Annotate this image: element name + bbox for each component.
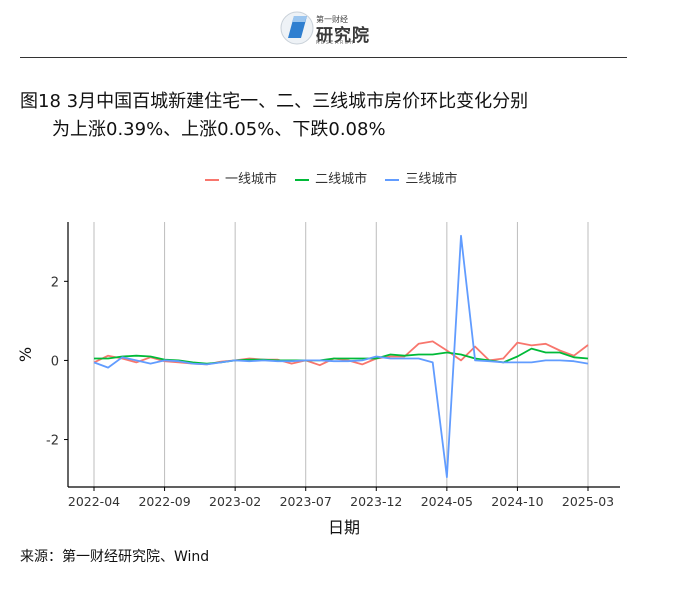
y-tick-label: 2 (51, 275, 59, 290)
x-tick-label: 2023-02 (209, 494, 261, 509)
logo-mark-icon (280, 11, 314, 45)
x-axis-label: 日期 (328, 518, 360, 537)
header-divider (20, 57, 627, 58)
y-tick-label: 0 (51, 354, 59, 369)
chart-title-line1: 图18 3月中国百城新建住宅一、二、三线城市房价环比变化分别 (20, 91, 529, 112)
x-tick-label: 2025-03 (562, 494, 614, 509)
chart-title-line2: 为上涨0.39%、上涨0.05%、下跌0.08% (52, 119, 386, 140)
logo: 第一财经 研究院 RESEARCH (280, 6, 380, 50)
x-tick-label: 2023-12 (350, 494, 402, 509)
y-axis-label: % (16, 347, 35, 362)
x-tick-label: 2024-05 (421, 494, 473, 509)
legend-label-tier2: 二线城市 (315, 172, 368, 187)
x-tick-label: 2023-07 (280, 494, 332, 509)
x-tick-label: 2024-10 (491, 494, 543, 509)
series-line-tier1 (93, 340, 589, 367)
chart-title: 图18 3月中国百城新建住宅一、二、三线城市房价环比变化分别 为上涨0.39%、… (20, 88, 640, 144)
legend-item-tier2: 二线城市 (295, 168, 367, 187)
legend-swatch-tier2 (295, 178, 310, 181)
legend-item-tier1: 一线城市 (205, 168, 277, 187)
legend-swatch-tier1 (205, 178, 219, 181)
x-tick-label: 2022-09 (138, 494, 190, 509)
logo-main-text: 研究院 (316, 26, 370, 46)
y-tick-label: -2 (46, 434, 59, 449)
source-note: 来源：第一财经研究院、Wind (20, 549, 210, 565)
series-line-tier3 (93, 234, 589, 479)
legend-swatch-tier3 (385, 178, 400, 181)
legend-item-tier3: 三线城市 (385, 168, 457, 187)
logo-sub-text: RESEARCH (316, 40, 355, 46)
x-tick-label: 2022-04 (68, 494, 120, 509)
legend: 一线城市 二线城市 三线城市 (205, 168, 471, 188)
legend-label-tier1: 一线城市 (225, 172, 278, 187)
logo-top-text: 第一财经 (316, 15, 348, 24)
legend-label-tier3: 三线城市 (405, 172, 458, 187)
